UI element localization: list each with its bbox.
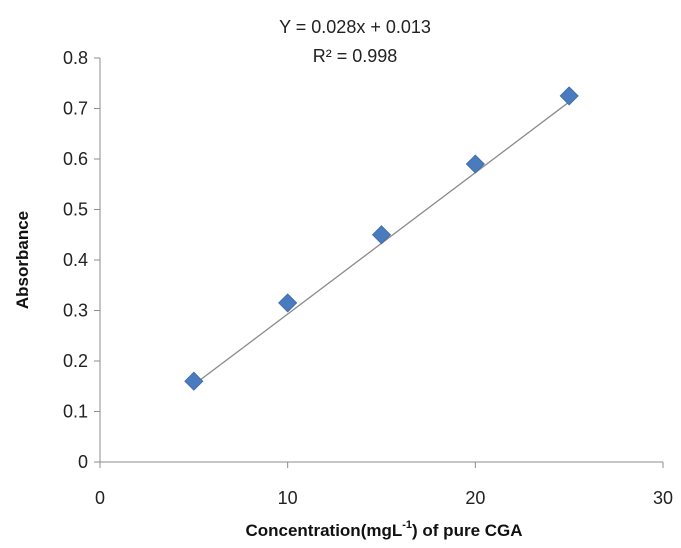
y-axis: 0 0.1 0.2 0.3 0.4 0.5 0.6 0.7 0.8	[63, 48, 101, 472]
data-point	[371, 225, 392, 245]
equation-annotation: Y = 0.028x + 0.013 R² = 0.998	[279, 17, 431, 66]
y-tick-label: 0	[78, 452, 88, 472]
x-axis-title: Concentration(mgL-1) of pure CGA	[245, 519, 522, 540]
y-tick-label: 0.5	[63, 200, 88, 220]
x-axis-title-superscript: -1	[402, 519, 412, 531]
x-axis-title-main: Concentration(mgL	[245, 521, 402, 540]
x-tick-label: 0	[95, 488, 105, 508]
data-point	[278, 293, 298, 313]
x-tick-label: 10	[278, 488, 298, 508]
y-tick-label: 0.2	[63, 351, 88, 371]
data-points	[184, 86, 579, 391]
equation-label: Y = 0.028x + 0.013	[279, 17, 431, 37]
data-point	[184, 371, 204, 391]
y-ticks: 0 0.1 0.2 0.3 0.4 0.5 0.6 0.7 0.8	[63, 48, 100, 472]
x-tick-label: 20	[465, 488, 485, 508]
x-ticks: 0 10 20 30	[95, 462, 673, 508]
y-tick-label: 0.4	[63, 250, 88, 270]
y-tick-label: 0.8	[63, 48, 88, 68]
y-tick-label: 0.1	[63, 402, 88, 422]
data-point	[559, 86, 579, 106]
y-axis-title: Absorbance	[13, 211, 32, 309]
y-tick-label: 0.6	[63, 149, 88, 169]
r-squared-label: R² = 0.998	[313, 46, 398, 66]
y-tick-label: 0.3	[63, 301, 88, 321]
y-tick-label: 0.7	[63, 99, 88, 119]
x-axis: 0 10 20 30	[95, 461, 673, 508]
data-point	[465, 154, 485, 174]
x-axis-title-tail: ) of pure CGA	[412, 521, 523, 540]
x-tick-label: 30	[653, 488, 673, 508]
